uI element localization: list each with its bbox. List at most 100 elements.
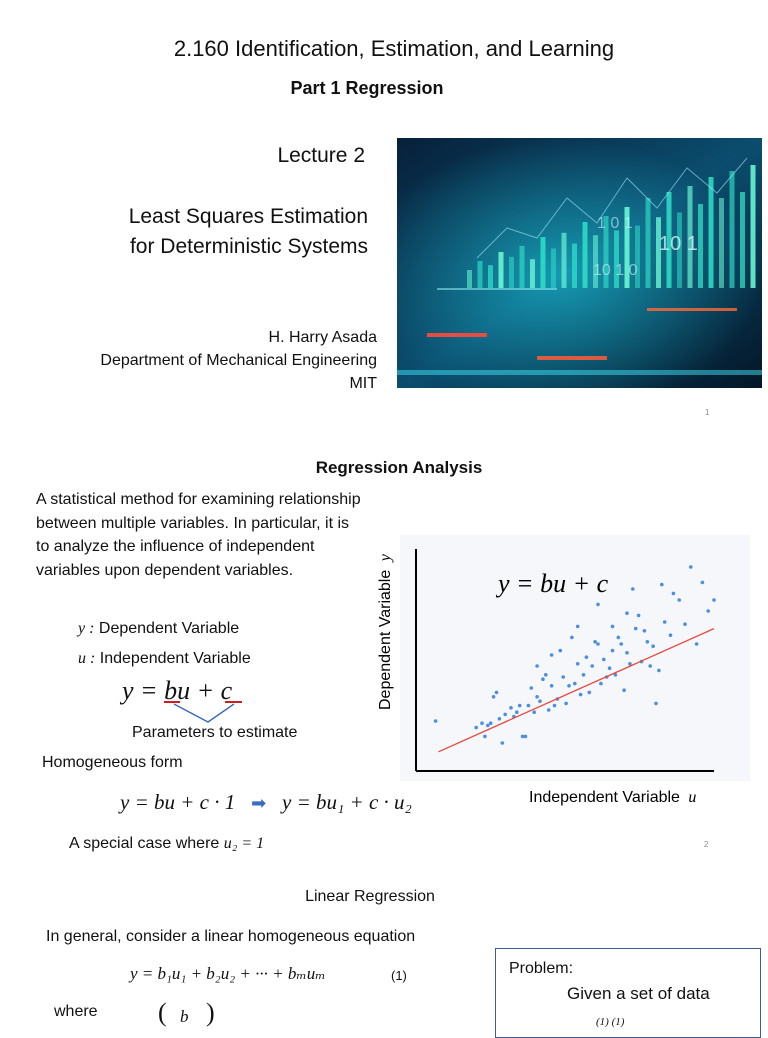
glow-bar xyxy=(666,192,672,288)
overlay-number: 1 0 1 xyxy=(597,215,633,232)
scatter-point xyxy=(671,591,676,596)
scatter-point xyxy=(590,664,594,668)
department: Department of Mechanical Engineering xyxy=(100,352,377,369)
scatter-point xyxy=(570,635,574,640)
scatter-point xyxy=(645,640,650,644)
scatter-point xyxy=(584,655,589,659)
scatter-point xyxy=(619,642,623,646)
homogeneous-eq-right: y = bu₁ + c · u₂ xyxy=(282,790,412,814)
lecture-number: Lecture 2 xyxy=(277,144,365,167)
scatter-point xyxy=(636,613,641,618)
homogeneous-eq-left: y = bu + c · 1 xyxy=(120,790,236,814)
glow-bar xyxy=(614,230,619,288)
glow-bar xyxy=(719,198,724,288)
scatter-point xyxy=(549,684,554,688)
subject-line-2: for Deterministic Systems xyxy=(129,235,368,258)
overlay-number: 10 1 0 xyxy=(593,262,638,279)
scatter-point xyxy=(607,666,612,670)
glow-bar xyxy=(540,237,546,288)
scatter-point xyxy=(654,701,658,706)
glow-bar xyxy=(488,265,493,288)
regression-equation: y = bu + c xyxy=(122,676,233,705)
problem-label: Problem: xyxy=(509,960,574,977)
special-case-eq: u₂ = 1 xyxy=(223,835,265,852)
scatter-point xyxy=(494,690,499,695)
scatter-point xyxy=(491,695,496,699)
scatter-point xyxy=(648,664,652,668)
scatter-point xyxy=(642,629,647,633)
scatter-point xyxy=(610,648,615,653)
scatter-point xyxy=(599,681,603,686)
x-axis-symbol: u xyxy=(688,789,696,806)
data-superscripts: (1) (1) xyxy=(596,1016,625,1028)
plot-equation-annotation: y = bu + c xyxy=(495,569,609,598)
glowing-bars xyxy=(467,165,756,288)
glow-bar xyxy=(750,165,756,288)
scatter-point xyxy=(549,653,554,657)
intro-text: In general, consider a linear homogeneou… xyxy=(46,928,416,945)
definition-text: A statistical method for examining relat… xyxy=(36,491,361,579)
left-paren: ( xyxy=(158,998,167,1027)
scatter-point xyxy=(538,699,542,703)
special-case: A special case where u₂ = 1 xyxy=(69,835,264,853)
scatter-point xyxy=(546,708,551,712)
scatter-point xyxy=(535,695,539,699)
scatter-point xyxy=(500,741,505,745)
page-number: 1 xyxy=(705,408,710,417)
glow-bar xyxy=(530,259,535,288)
glow-bar xyxy=(572,243,577,288)
overlay-number: 10 1 xyxy=(659,233,698,255)
scatter-point xyxy=(532,710,536,714)
glow-bar xyxy=(624,207,630,288)
scatter-point xyxy=(616,635,621,640)
scatter-point xyxy=(552,703,557,708)
scatter-point xyxy=(544,673,548,677)
scatter-point xyxy=(509,706,513,710)
y-definition-text: Dependent Variable xyxy=(98,620,240,637)
scatter-point xyxy=(622,688,626,692)
regression-line xyxy=(438,628,715,753)
scatter-point xyxy=(486,723,490,728)
where-label: where xyxy=(54,1003,98,1020)
scatter-point xyxy=(523,734,528,739)
scatter-point xyxy=(515,710,519,714)
homogeneous-label: Homogeneous form xyxy=(42,754,183,771)
parameter-pointer xyxy=(164,701,242,723)
scatter-point xyxy=(625,651,629,655)
scatter-point xyxy=(564,701,568,706)
glow-bar xyxy=(477,261,483,288)
scatter-point xyxy=(660,582,664,587)
x-axis-label-text: Independent Variable xyxy=(529,789,680,806)
red-streak xyxy=(647,308,737,311)
x-axis-label: Independent Variable u xyxy=(529,789,696,806)
scatter-point xyxy=(480,721,484,725)
slide-heading: Linear Regression xyxy=(305,888,435,905)
glow-bar xyxy=(582,222,588,288)
part-title: Part 1 Regression xyxy=(290,78,444,98)
y-axis-label: Dependent Variable y xyxy=(377,553,394,710)
glow-bar xyxy=(708,177,714,288)
scatter-point xyxy=(662,620,667,624)
scatter-point xyxy=(613,673,618,677)
right-arrow-icon: ➡ xyxy=(251,793,267,813)
glow-bar xyxy=(509,256,514,288)
scatter-point xyxy=(651,644,655,648)
scatter-point xyxy=(575,662,580,666)
glow-bar xyxy=(687,186,693,288)
scatter-point xyxy=(474,725,478,730)
data-visualization-image: 1 0 1 10 1 10 1 0 xyxy=(397,138,762,388)
glow-bar xyxy=(593,235,598,288)
scatter-point xyxy=(625,611,629,615)
scatter-point xyxy=(558,648,563,653)
scatter-point xyxy=(561,675,565,679)
author-name: H. Harry Asada xyxy=(268,329,377,346)
glow-bar xyxy=(498,252,504,288)
parameters-label: Parameters to estimate xyxy=(132,724,298,741)
u-definition-text: Independent Variable xyxy=(99,650,251,667)
cyan-streak xyxy=(397,370,762,375)
glow-bar xyxy=(656,217,661,288)
scatter-point xyxy=(488,721,493,725)
page-number: 2 xyxy=(704,840,709,849)
glow-bar xyxy=(645,198,651,288)
glow-bar xyxy=(729,171,735,288)
